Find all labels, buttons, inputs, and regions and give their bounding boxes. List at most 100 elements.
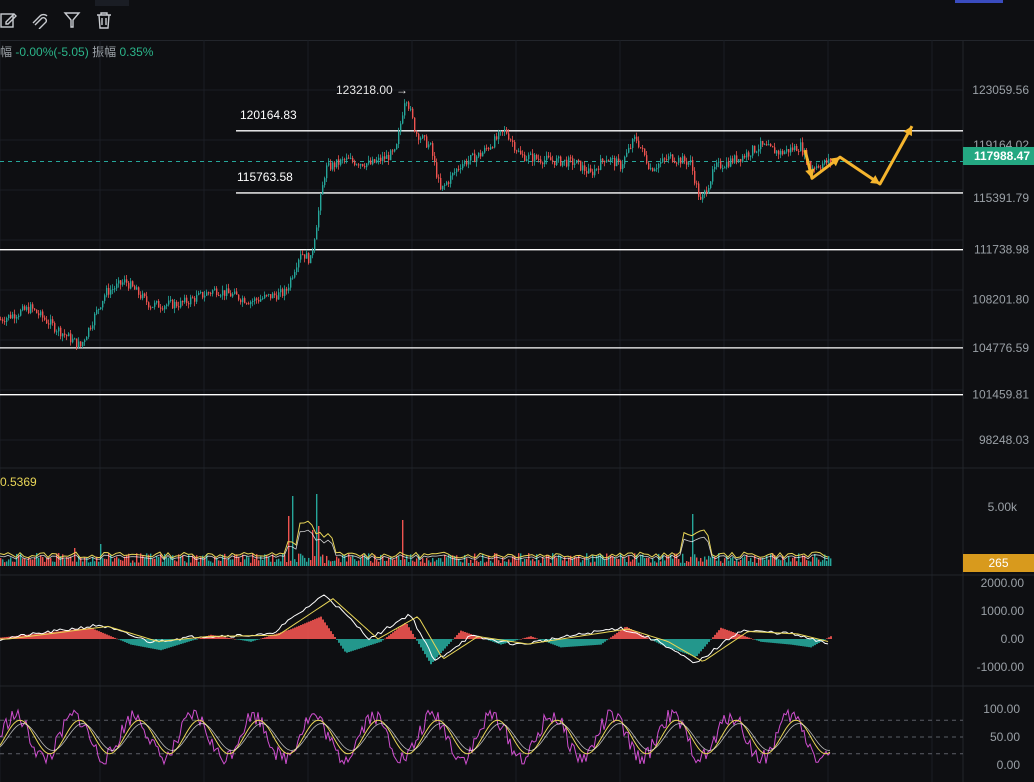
- candle-body: [228, 288, 230, 294]
- candle-body: [104, 295, 106, 301]
- volume-bar: [310, 560, 312, 566]
- candle-body: [78, 341, 80, 348]
- macd-histogram-bar: [566, 639, 568, 647]
- macd-histogram-bar: [590, 639, 592, 646]
- candle-body: [244, 298, 246, 304]
- volume-bar: [722, 562, 724, 566]
- volume-bar: [590, 562, 592, 566]
- volume-bar: [142, 555, 144, 566]
- macd-histogram-bar: [532, 636, 534, 639]
- macd-histogram-bar: [122, 639, 124, 642]
- trash-icon[interactable]: [95, 11, 113, 29]
- volume-bar: [162, 561, 164, 566]
- magnet-icon[interactable]: [31, 11, 49, 29]
- volume-bar: [428, 560, 430, 566]
- macd-histogram-bar: [302, 624, 304, 639]
- volume-bar: [370, 561, 372, 566]
- candle-body: [166, 304, 168, 307]
- volume-bars: 5.00k: [0, 494, 1018, 566]
- volume-bar: [538, 560, 540, 566]
- macd-histogram-bar: [602, 639, 604, 644]
- macd-histogram-bar: [316, 618, 318, 639]
- volume-bar: [146, 553, 148, 566]
- volume-bar: [36, 553, 38, 566]
- macd-histogram-bar: [258, 639, 260, 640]
- candle-body: [218, 294, 220, 296]
- candle-body: [374, 159, 376, 163]
- candle-body: [118, 280, 120, 284]
- volume-bar: [378, 561, 380, 566]
- volume-bar: [38, 557, 40, 566]
- volume-bar: [420, 561, 422, 566]
- volume-bar: [622, 556, 624, 566]
- volume-bar: [362, 554, 364, 566]
- volume-bar: [520, 553, 522, 566]
- volume-bar: [46, 557, 48, 566]
- macd-histogram-bar: [398, 627, 400, 639]
- volume-bar: [680, 562, 682, 566]
- macd-histogram-bar: [416, 639, 418, 641]
- candle-body: [522, 154, 524, 156]
- volume-bar: [40, 555, 42, 566]
- volume-bar: [760, 558, 762, 566]
- volume-bar: [830, 558, 832, 566]
- candle-body: [732, 158, 734, 163]
- candle-body: [70, 333, 72, 343]
- candle-body: [162, 308, 164, 310]
- volume-bar: [222, 554, 224, 566]
- macd-histogram-bar: [382, 639, 384, 641]
- candle-body: [76, 338, 78, 348]
- macd-histogram-bar: [520, 639, 522, 640]
- filter-icon[interactable]: [63, 11, 81, 29]
- volume-bar: [290, 560, 292, 566]
- volume-bar: [24, 558, 26, 566]
- volume-bar: [564, 556, 566, 566]
- candle-body: [402, 115, 404, 124]
- macd-histogram-bar: [800, 639, 802, 646]
- macd-histogram-bar: [270, 635, 272, 639]
- macd-histogram-bar: [174, 639, 176, 646]
- candle-body: [364, 166, 366, 168]
- macd-histogram-bar: [614, 634, 616, 639]
- volume-bar: [358, 560, 360, 566]
- macd-histogram-bar: [286, 630, 288, 639]
- volume-bar: [464, 554, 466, 566]
- macd-histogram-bar: [456, 635, 458, 639]
- macd-histogram-bar: [168, 639, 170, 648]
- volume-bar: [382, 556, 384, 566]
- macd-histogram-bar: [542, 639, 544, 641]
- macd-histogram-bar: [246, 639, 248, 642]
- volume-bar: [814, 553, 816, 566]
- candle-body: [822, 163, 824, 168]
- volume-bar: [454, 555, 456, 566]
- volume-bar: [806, 560, 808, 566]
- macd-histogram-bar: [272, 634, 274, 639]
- volume-bar: [242, 554, 244, 566]
- candle-body: [626, 152, 628, 157]
- volume-bar: [526, 558, 528, 566]
- macd-histogram-bar: [348, 639, 350, 653]
- candle-body: [52, 319, 54, 324]
- macd-histogram-bar: [512, 639, 514, 642]
- candle-body: [438, 177, 440, 179]
- macd-histogram-bar: [12, 636, 14, 639]
- candle-body: [664, 158, 666, 160]
- volume-bar: [798, 553, 800, 566]
- edit-icon[interactable]: [0, 11, 18, 29]
- toolbar-badge: [955, 0, 1003, 3]
- volume-bar: [52, 561, 54, 566]
- candle-body: [128, 282, 130, 289]
- candle-body: [360, 164, 362, 166]
- toolbar-tab[interactable]: [95, 0, 129, 6]
- candle-body: [146, 296, 148, 303]
- price-axis-label: 98248.03: [979, 433, 1029, 447]
- candle-body: [142, 293, 144, 299]
- volume-bar: [116, 556, 118, 566]
- macd-histogram-bar: [232, 638, 234, 640]
- candle-body: [712, 169, 714, 182]
- volume-bar: [450, 555, 452, 566]
- volume-bar: [630, 561, 632, 566]
- oscillator-k-line: [0, 708, 831, 766]
- candle-body: [320, 194, 322, 211]
